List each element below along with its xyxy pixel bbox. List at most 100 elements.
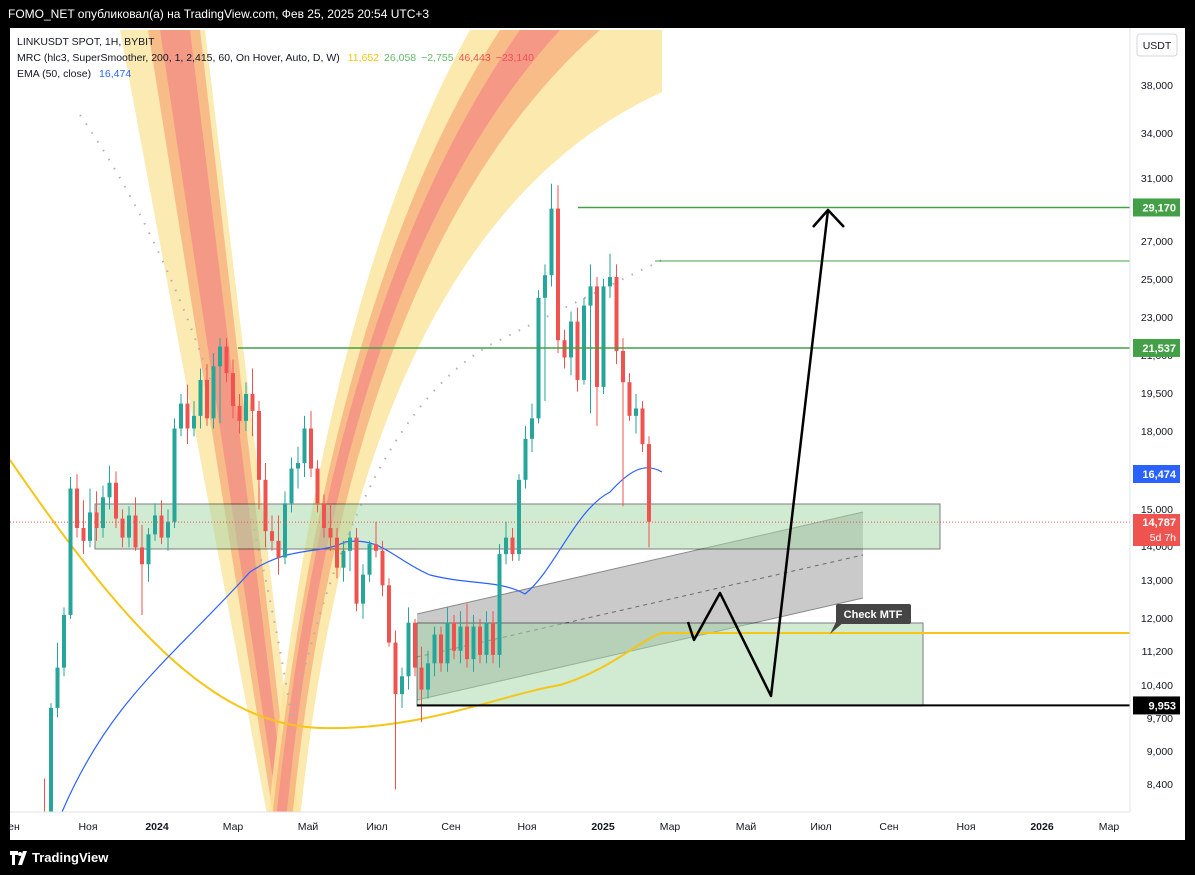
candle-body	[244, 393, 248, 421]
price-tag-9953-bg	[1133, 696, 1180, 715]
candle-body	[270, 531, 274, 541]
candle-body	[452, 622, 456, 651]
price-tick-label: 27,000	[1141, 236, 1173, 248]
candle-body	[393, 642, 398, 695]
candle-body	[49, 707, 53, 812]
candle-body	[205, 379, 209, 419]
candle-body	[432, 634, 437, 664]
candle-body	[471, 626, 476, 660]
callout-pointer	[830, 622, 844, 634]
candle-body	[387, 585, 391, 643]
candle-body	[354, 537, 359, 604]
currency-button[interactable]	[1136, 33, 1178, 57]
candle-body	[530, 418, 534, 439]
legend-mrc[interactable]: MRC (hlc3, SuperSmoother, 200, 1, 2,415,…	[17, 50, 534, 66]
time-tick-label: Июл	[366, 821, 387, 833]
candle-body	[380, 550, 385, 586]
candle-body	[309, 428, 313, 469]
candle-body	[94, 512, 99, 528]
candle-body	[595, 286, 599, 387]
time-tick-label: Мар	[660, 821, 681, 833]
legend-mrc-label: MRC (hlc3, SuperSmoother, 200, 1, 2,415,…	[17, 52, 340, 64]
candle-body	[276, 540, 281, 558]
candle-body	[185, 403, 190, 429]
legend-mrc-value-3: 46,443	[458, 52, 491, 64]
candle-body	[484, 622, 489, 655]
candle-body	[439, 634, 443, 664]
candle-body	[458, 626, 463, 651]
candle-body	[133, 515, 138, 548]
time-tick-label: 2024	[145, 821, 169, 833]
time-tick-label: Ноя	[517, 821, 536, 833]
candle-body	[127, 515, 131, 538]
candle-body	[283, 503, 287, 558]
time-tick-label: Сен	[441, 821, 460, 833]
candle-body	[549, 208, 554, 276]
candle-body	[328, 527, 333, 538]
price-tick-label: 8,400	[1147, 779, 1173, 791]
projection-path	[686, 209, 830, 698]
time-tick-label: Ноя	[956, 821, 975, 833]
price-tag-ema-bg	[1133, 465, 1180, 483]
candle-body	[218, 346, 222, 367]
time-tick-label: Мар	[1099, 821, 1120, 833]
time-tick-label: Май	[298, 821, 319, 833]
time-tick-label: Ноя	[78, 821, 97, 833]
candle-body	[465, 626, 469, 660]
candle-body	[263, 479, 268, 532]
footer-brand: TradingView	[32, 850, 109, 865]
candle-body	[348, 537, 352, 551]
candle-body	[55, 667, 60, 708]
price-tag-21537-bg	[1133, 338, 1180, 357]
price-tag-ema: 16,474	[1142, 469, 1177, 481]
legend-symbol[interactable]: LINKUSDT SPOT, 1H, BYBIT	[17, 36, 155, 48]
price-tick-label: 31,000	[1141, 173, 1173, 185]
publish-header: FOMO_NET опубликовал(а) на TradingView.c…	[8, 7, 430, 21]
time-tick-label: 2026	[1030, 821, 1054, 833]
candle-body	[114, 482, 118, 519]
price-tag-countdown: 5d 7h	[1150, 532, 1176, 544]
candle-body	[634, 408, 638, 416]
candle-body	[523, 438, 528, 480]
chart-legend: LINKUSDT SPOT, 1H, BYBIT MRC (hlc3, Supe…	[17, 34, 534, 82]
candle-body	[237, 406, 242, 421]
price-tick-label: 15,000	[1141, 504, 1173, 516]
candle-body	[231, 373, 235, 407]
price-tag-current: 14,787	[1142, 517, 1176, 529]
candle-body	[406, 622, 411, 677]
candle-body	[400, 676, 404, 695]
candle-body	[374, 544, 378, 551]
price-tick-label: 18,000	[1141, 426, 1173, 438]
price-tick-label: 38,000	[1141, 80, 1173, 92]
time-tick-label: Мар	[223, 821, 244, 833]
candle-body	[107, 482, 112, 498]
candle-body	[302, 428, 307, 463]
legend-ema[interactable]: EMA (50, close) 16,474	[17, 66, 534, 82]
mrc-band-left-core	[160, 30, 287, 812]
time-tick-label: 2025	[591, 821, 615, 833]
price-tag-29170-bg	[1133, 198, 1180, 217]
candle-body	[536, 297, 541, 419]
candle-body	[419, 667, 424, 690]
price-tick-label: 9,700	[1147, 713, 1173, 725]
candle-body	[582, 305, 586, 380]
candle-body	[517, 479, 521, 555]
footer-bar: TradingView	[0, 841, 1195, 875]
candle-body	[159, 515, 164, 538]
candle-body	[146, 534, 151, 565]
candle-body	[153, 515, 157, 535]
plot-area	[10, 30, 1130, 812]
price-tick-label: 10,400	[1141, 680, 1173, 692]
candle-body	[296, 462, 300, 469]
candle-body	[198, 379, 203, 416]
candle-body	[562, 340, 567, 358]
candle-body	[575, 321, 580, 380]
candle-body	[75, 488, 79, 528]
candle-body	[543, 275, 547, 298]
candle-body	[192, 415, 196, 429]
candle-body	[224, 346, 229, 374]
legend-mrc-value-0: 11,652	[347, 52, 380, 64]
candle-body	[614, 277, 619, 351]
currency-label: USDT	[1143, 40, 1172, 52]
